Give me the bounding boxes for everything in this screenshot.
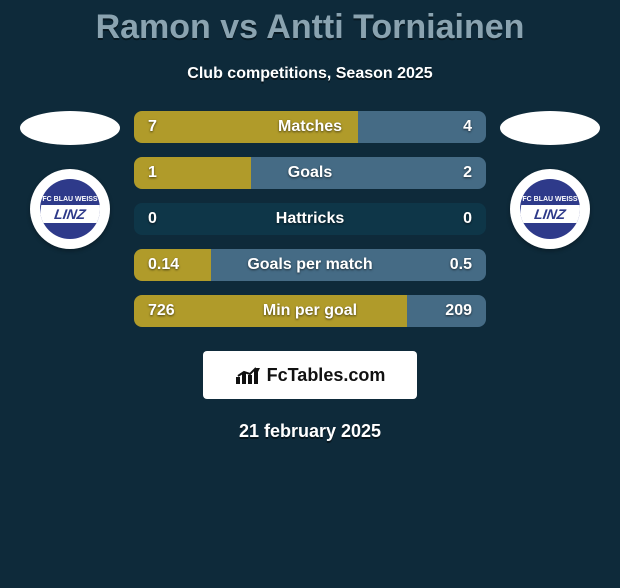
stat-bars: 7 Matches 4 1 Goals 2 0 Hattricks 0 0.14 Goals per…: [130, 111, 490, 327]
right-avatar-placeholder: [500, 111, 600, 145]
stat-bar: 726 Min per goal 209: [134, 295, 486, 327]
bar-label: Goals: [288, 164, 332, 182]
stat-bar: 1 Goals 2: [134, 157, 486, 189]
bar-right-value: 0: [463, 210, 472, 228]
bar-label: Hattricks: [276, 210, 344, 228]
left-avatar-placeholder: [20, 111, 120, 145]
left-player-column: FC BLAU WEISS LINZ: [10, 111, 130, 249]
bar-left-value: 7: [148, 118, 157, 136]
right-badge-top-text: FC BLAU WEISS: [522, 196, 577, 203]
bar-left-value: 1: [148, 164, 157, 182]
right-team-badge: FC BLAU WEISS LINZ: [510, 169, 590, 249]
left-badge-top-text: FC BLAU WEISS: [42, 196, 97, 203]
bar-label: Matches: [278, 118, 342, 136]
right-player-column: FC BLAU WEISS LINZ: [490, 111, 610, 249]
left-badge-mid-text: LINZ: [40, 205, 100, 223]
bar-overlay: 1 Goals 2: [134, 157, 486, 189]
site-attribution: FcTables.com: [203, 351, 417, 399]
stat-bar: 0 Hattricks 0: [134, 203, 486, 235]
bar-right-value: 4: [463, 118, 472, 136]
bar-right-value: 2: [463, 164, 472, 182]
bar-label: Min per goal: [263, 302, 357, 320]
site-label: FcTables.com: [267, 365, 386, 386]
stat-bar: 7 Matches 4: [134, 111, 486, 143]
bar-left-value: 0.14: [148, 256, 179, 274]
bar-overlay: 726 Min per goal 209: [134, 295, 486, 327]
left-team-badge: FC BLAU WEISS LINZ: [30, 169, 110, 249]
bar-left-value: 726: [148, 302, 175, 320]
subtitle: Club competitions, Season 2025: [0, 65, 620, 83]
bar-overlay: 0.14 Goals per match 0.5: [134, 249, 486, 281]
bar-right-value: 0.5: [450, 256, 472, 274]
bar-left-value: 0: [148, 210, 157, 228]
left-team-badge-inner: FC BLAU WEISS LINZ: [40, 179, 100, 239]
bar-overlay: 7 Matches 4: [134, 111, 486, 143]
stat-bar: 0.14 Goals per match 0.5: [134, 249, 486, 281]
comparison-row: FC BLAU WEISS LINZ 7 Matches 4 1 Goals 2 0 Hatt…: [0, 111, 620, 327]
bar-overlay: 0 Hattricks 0: [134, 203, 486, 235]
bar-right-value: 209: [445, 302, 472, 320]
right-team-badge-inner: FC BLAU WEISS LINZ: [520, 179, 580, 239]
site-chart-icon: [235, 365, 261, 385]
page-title: Ramon vs Antti Torniainen: [0, 8, 620, 47]
right-badge-mid-text: LINZ: [520, 205, 580, 223]
date-line: 21 february 2025: [0, 421, 620, 442]
bar-label: Goals per match: [247, 256, 372, 274]
